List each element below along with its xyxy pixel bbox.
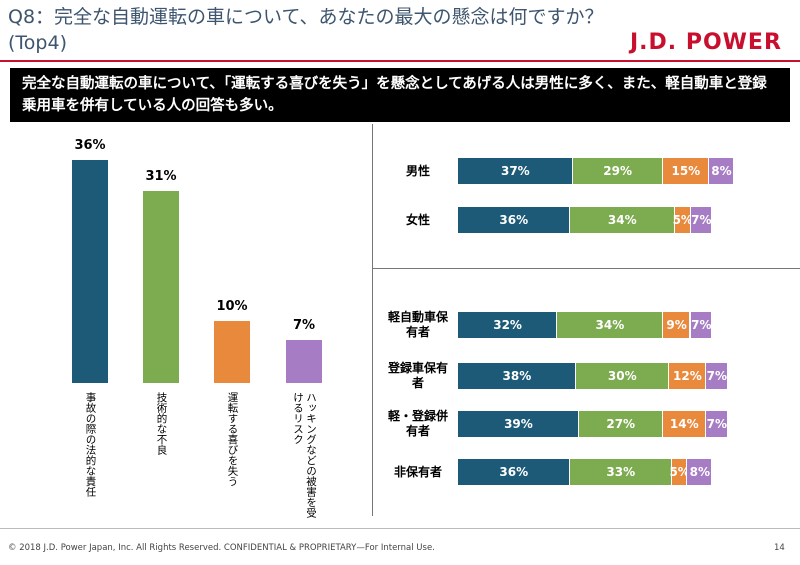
value-label: 10% xyxy=(216,299,248,314)
x-tick-label: 技術的な不良 xyxy=(155,392,168,455)
value-label: 7% xyxy=(691,213,712,227)
bar-segment xyxy=(690,312,713,338)
y-tick-label: 女性 xyxy=(405,212,430,227)
value-label: 33% xyxy=(606,465,636,479)
value-label: 36% xyxy=(499,213,529,227)
value-label: 7% xyxy=(691,318,712,332)
value-label: 12% xyxy=(673,369,702,383)
footer: © 2018 J.D. Power Japan, Inc. All Rights… xyxy=(8,543,435,553)
value-label: 7% xyxy=(706,417,728,431)
bar-segment xyxy=(709,158,734,184)
value-label: 7% xyxy=(706,369,728,383)
page-number: 14 xyxy=(774,543,785,553)
slide-title: Q8：完全な自動運転の車について、あなたの最大の懸念は何ですか？ (Top4) xyxy=(8,6,604,54)
x-tick-label: 事故の際の法的な責任 xyxy=(84,392,97,497)
bar-segment xyxy=(575,363,669,389)
banner: 完全な自動運転の車について、「運転する喜びを失う」を懸念としてあげる人は男性に多… xyxy=(10,68,790,122)
value-label: 39% xyxy=(504,417,533,431)
bar-segment xyxy=(706,363,728,389)
logo: J.D. POWER xyxy=(630,30,782,55)
x-tick-label: 運転する喜びを失う xyxy=(226,392,239,487)
bar-segment xyxy=(706,411,728,437)
divider xyxy=(372,268,800,269)
bar-segment xyxy=(458,363,576,389)
bar-segment xyxy=(458,411,579,437)
value-label: 32% xyxy=(493,318,522,332)
y-tick-label: 男性 xyxy=(405,163,430,178)
bar-segment xyxy=(662,158,710,184)
value-label: 15% xyxy=(671,164,701,178)
bar-segment xyxy=(675,207,691,233)
value-label: 5% xyxy=(672,213,693,227)
value-label: 5% xyxy=(669,465,690,479)
bar-segment xyxy=(458,207,570,233)
bar-segment xyxy=(668,363,706,389)
bar-segment xyxy=(557,312,663,338)
bar-segment xyxy=(662,411,706,437)
x-tick-label: ハッキングなどの被害を受けるリスク xyxy=(292,392,317,518)
bar-segment xyxy=(569,207,675,233)
bar-segment xyxy=(458,158,573,184)
bar xyxy=(72,159,108,383)
bar-segment xyxy=(662,312,691,338)
bar xyxy=(214,321,250,383)
divider xyxy=(0,60,800,62)
y-tick-label: 非保有者 xyxy=(393,464,442,479)
bar-segment xyxy=(687,459,713,485)
divider xyxy=(0,528,800,529)
bar-segment xyxy=(690,207,713,233)
y-tick-label: 登録車保有者 xyxy=(387,361,448,390)
value-label: 14% xyxy=(669,417,699,431)
value-label: 36% xyxy=(499,465,529,479)
bar xyxy=(286,339,322,383)
value-label: 7% xyxy=(292,317,316,333)
bar-segment xyxy=(569,459,672,485)
y-tick-label: 軽自動車保有者 xyxy=(387,310,448,339)
bar xyxy=(143,190,179,383)
value-label: 34% xyxy=(607,213,637,227)
value-label: 8% xyxy=(689,465,710,479)
divider xyxy=(372,124,373,516)
bar-segment xyxy=(671,459,688,485)
value-label: 27% xyxy=(606,417,636,431)
value-label: 9% xyxy=(666,318,687,332)
value-label: 34% xyxy=(595,318,625,332)
value-label: 37% xyxy=(500,164,530,178)
value-label: 38% xyxy=(502,369,532,383)
bar-segment xyxy=(578,411,663,437)
value-label: 30% xyxy=(607,369,637,383)
value-label: 36% xyxy=(74,137,106,153)
bar-segment xyxy=(458,312,558,338)
bar-segment xyxy=(572,158,663,184)
value-label: 8% xyxy=(711,164,732,178)
value-label: 29% xyxy=(603,164,632,178)
y-tick-label: 軽・登録併有者 xyxy=(387,409,448,438)
value-label: 31% xyxy=(145,168,177,184)
bar-segment xyxy=(458,459,570,485)
